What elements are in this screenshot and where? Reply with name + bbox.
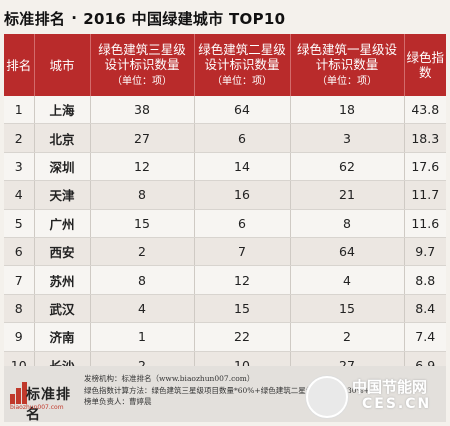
three-star-cell: 8: [90, 180, 195, 210]
two-star-cell: 22: [194, 322, 291, 352]
one-star-cell: 64: [290, 237, 405, 267]
table-row: 1 上海 38 64 18 43.8: [4, 96, 446, 125]
one-star-cell: 8: [290, 209, 405, 238]
one-star-cell: 21: [290, 180, 405, 210]
header-city: 城市: [34, 34, 91, 96]
table-row: 3 深圳 12 14 62 17.6: [4, 152, 446, 182]
city-cell: 上海: [34, 96, 91, 125]
city-cell: 北京: [34, 123, 91, 153]
two-star-cell: 6: [194, 123, 291, 153]
index-cell: 17.6: [404, 152, 446, 182]
index-cell: 8.4: [404, 294, 446, 324]
two-star-cell: 14: [194, 152, 291, 182]
index-cell: 11.6: [404, 209, 446, 238]
header-two-star: 绿色建筑二星级设计标识数量 （单位：项）: [194, 34, 291, 96]
table-row: 2 北京 27 6 3 18.3: [4, 123, 446, 153]
watermark-line1: 中国节能网: [352, 378, 428, 396]
logo-bar-icon: [10, 394, 15, 404]
city-cell: 济南: [34, 322, 91, 352]
logo-bar-icon: [22, 382, 27, 404]
rank-cell: 1: [4, 96, 35, 125]
two-star-cell: 64: [194, 96, 291, 125]
header-rank: 排名: [4, 34, 35, 96]
table-header-row: 排名 城市 绿色建筑三星级设计标识数量 （单位：项） 绿色建筑二星级设计标识数量（…: [4, 34, 446, 96]
header-green-index: 绿色指数: [404, 34, 446, 96]
index-cell: 7.4: [404, 322, 446, 352]
one-star-cell: 15: [290, 294, 405, 324]
brand-logo: 标准排名 biaozhun007.com: [10, 382, 82, 423]
two-star-cell: 12: [194, 265, 291, 295]
rank-cell: 2: [4, 123, 35, 153]
two-star-cell: 16: [194, 180, 291, 210]
city-cell: 广州: [34, 209, 91, 238]
three-star-cell: 12: [90, 152, 195, 182]
index-cell: 9.7: [404, 237, 446, 267]
three-star-cell: 15: [90, 209, 195, 238]
table-row: 8 武汉 4 15 15 8.4: [4, 294, 446, 324]
two-star-cell: 7: [194, 237, 291, 267]
footer-line-publisher: 发榜机构：标准排名（www.biaozhun007.com）: [84, 374, 255, 383]
one-star-cell: 4: [290, 265, 405, 295]
header-unit: （单位：项）: [212, 75, 272, 87]
index-cell: 8.8: [404, 265, 446, 295]
logo-text: 标准排名: [26, 387, 71, 423]
city-cell: 武汉: [34, 294, 91, 324]
table-row: 5 广州 15 6 8 11.6: [4, 209, 446, 238]
one-star-cell: 18: [290, 96, 405, 125]
rank-cell: 3: [4, 152, 35, 182]
rank-cell: 9: [4, 322, 35, 352]
table-row: 4 天津 8 16 21 11.7: [4, 180, 446, 210]
title-dot: ·: [71, 9, 78, 27]
header-unit: （单位：项）: [112, 75, 172, 87]
watermark-line2: CES.CN: [362, 396, 432, 412]
header-unit: （单位：项）: [317, 75, 377, 87]
logo-subtext: biaozhun007.com: [10, 404, 64, 411]
header-three-star: 绿色建筑三星级设计标识数量 （单位：项）: [90, 34, 195, 96]
header-one-star: 绿色建筑一星级设计标识数量 （单位：项）: [290, 34, 405, 96]
footer-line-method: 绿色指数计算方法：绿色建筑三星级项目数量*60%+绿色建筑二星级项目数量*30%…: [84, 385, 378, 395]
table-row: 7 苏州 8 12 4 8.8: [4, 265, 446, 295]
city-cell: 天津: [34, 180, 91, 210]
title-prefix: 标准排名: [4, 9, 66, 28]
rank-cell: 4: [4, 180, 35, 210]
three-star-cell: 38: [90, 96, 195, 125]
watermark-logo-icon: [306, 376, 348, 418]
one-star-cell: 62: [290, 152, 405, 182]
rank-cell: 5: [4, 209, 35, 238]
ranking-table: 排名 城市 绿色建筑三星级设计标识数量 （单位：项） 绿色建筑二星级设计标识数量（…: [4, 34, 446, 380]
city-cell: 深圳: [34, 152, 91, 182]
three-star-cell: 2: [90, 237, 195, 267]
index-cell: 11.7: [404, 180, 446, 210]
rank-cell: 8: [4, 294, 35, 324]
watermark: 中国节能网 CES.CN: [306, 372, 446, 420]
footer-notes: 发榜机构：标准排名（www.biaozhun007.com） 绿色指数计算方法：…: [84, 373, 377, 408]
three-star-cell: 27: [90, 123, 195, 153]
logo-bar-icon: [16, 388, 21, 404]
three-star-cell: 1: [90, 322, 195, 352]
three-star-cell: 4: [90, 294, 195, 324]
rank-cell: 6: [4, 237, 35, 267]
index-cell: 43.8: [404, 96, 446, 125]
page-title: 标准排名 · 2016 中国绿建城市 TOP10: [4, 4, 446, 32]
footer-line-owner: 榜单负责人：曹婷晨: [84, 397, 152, 406]
rank-cell: 7: [4, 265, 35, 295]
one-star-cell: 2: [290, 322, 405, 352]
title-main: 2016 中国绿建城市 TOP10: [83, 9, 286, 28]
three-star-cell: 8: [90, 265, 195, 295]
index-cell: 18.3: [404, 123, 446, 153]
table-row: 9 济南 1 22 2 7.4: [4, 322, 446, 352]
city-cell: 西安: [34, 237, 91, 267]
two-star-cell: 6: [194, 209, 291, 238]
one-star-cell: 3: [290, 123, 405, 153]
two-star-cell: 15: [194, 294, 291, 324]
footer: 标准排名 biaozhun007.com 发榜机构：标准排名（www.biaoz…: [4, 366, 446, 423]
table-row: 6 西安 2 7 64 9.7: [4, 237, 446, 267]
city-cell: 苏州: [34, 265, 91, 295]
